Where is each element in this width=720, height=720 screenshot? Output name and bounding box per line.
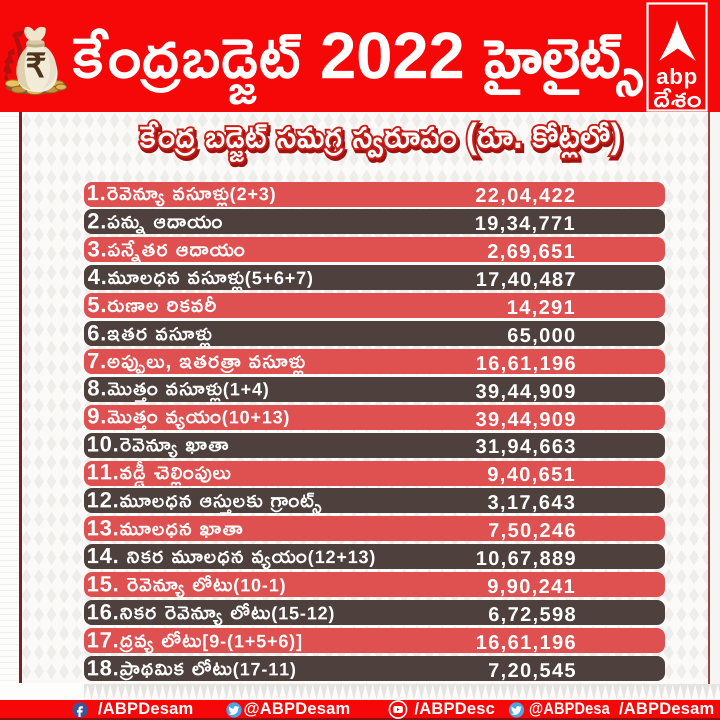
svg-text:₹: ₹ bbox=[26, 49, 47, 85]
svg-text:abp: abp bbox=[656, 64, 698, 89]
